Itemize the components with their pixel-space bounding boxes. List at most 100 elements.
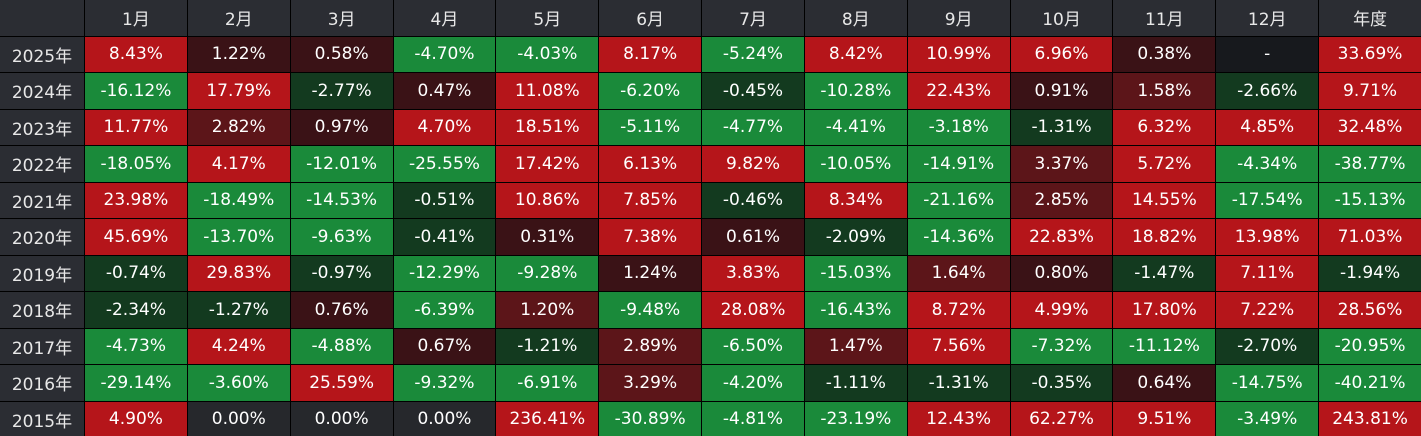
monthly-return-cell[interactable]: 10.99% <box>907 36 1010 72</box>
monthly-return-cell[interactable]: -13.70% <box>187 219 290 255</box>
header-month-10[interactable]: 10月 <box>1010 0 1113 36</box>
monthly-return-cell[interactable]: -1.21% <box>496 328 599 364</box>
monthly-return-cell[interactable]: -10.28% <box>804 73 907 109</box>
monthly-return-cell[interactable]: -14.36% <box>907 219 1010 255</box>
annual-return-cell[interactable]: -20.95% <box>1319 328 1421 364</box>
monthly-return-cell[interactable]: -1.31% <box>1010 109 1113 145</box>
header-month-11[interactable]: 11月 <box>1113 0 1216 36</box>
monthly-return-cell[interactable]: 62.27% <box>1010 401 1113 436</box>
monthly-return-cell[interactable]: -14.75% <box>1216 365 1319 401</box>
monthly-return-cell[interactable]: -1.27% <box>187 292 290 328</box>
monthly-return-cell[interactable]: 0.67% <box>393 328 496 364</box>
header-month-3[interactable]: 3月 <box>290 0 393 36</box>
header-month-5[interactable]: 5月 <box>496 0 599 36</box>
monthly-return-cell[interactable]: 18.51% <box>496 109 599 145</box>
monthly-return-cell[interactable]: -0.51% <box>393 182 496 218</box>
header-month-1[interactable]: 1月 <box>85 0 187 36</box>
monthly-return-cell[interactable]: -9.63% <box>290 219 393 255</box>
monthly-return-cell[interactable]: 0.64% <box>1113 365 1216 401</box>
monthly-return-cell[interactable]: -0.46% <box>702 182 804 218</box>
monthly-return-cell[interactable]: 1.22% <box>187 36 290 72</box>
monthly-return-cell[interactable]: 7.38% <box>599 219 702 255</box>
header-month-8[interactable]: 8月 <box>804 0 907 36</box>
monthly-return-cell[interactable]: -1.47% <box>1113 255 1216 291</box>
monthly-return-cell[interactable]: 11.77% <box>85 109 187 145</box>
monthly-return-cell[interactable]: 0.97% <box>290 109 393 145</box>
annual-return-cell[interactable]: 71.03% <box>1319 219 1421 255</box>
monthly-return-cell[interactable]: 0.31% <box>496 219 599 255</box>
monthly-return-cell[interactable]: 13.98% <box>1216 219 1319 255</box>
monthly-return-cell[interactable]: 4.70% <box>393 109 496 145</box>
monthly-return-cell[interactable]: 8.43% <box>85 36 187 72</box>
annual-return-cell[interactable]: 32.48% <box>1319 109 1421 145</box>
monthly-return-cell[interactable]: 2.85% <box>1010 182 1113 218</box>
monthly-return-cell[interactable]: 23.98% <box>85 182 187 218</box>
monthly-return-cell[interactable]: -4.41% <box>804 109 907 145</box>
monthly-return-cell[interactable]: -7.32% <box>1010 328 1113 364</box>
monthly-return-cell[interactable]: 3.29% <box>599 365 702 401</box>
monthly-return-cell[interactable]: -1.11% <box>804 365 907 401</box>
monthly-return-cell[interactable]: -18.49% <box>187 182 290 218</box>
monthly-return-cell[interactable]: -0.74% <box>85 255 187 291</box>
monthly-return-cell[interactable]: 6.32% <box>1113 109 1216 145</box>
annual-return-cell[interactable]: -1.94% <box>1319 255 1421 291</box>
monthly-return-cell[interactable]: 236.41% <box>496 401 599 436</box>
monthly-return-cell[interactable]: -4.70% <box>393 36 496 72</box>
monthly-return-cell[interactable]: -4.03% <box>496 36 599 72</box>
monthly-return-cell[interactable]: 0.76% <box>290 292 393 328</box>
monthly-return-cell[interactable]: -9.28% <box>496 255 599 291</box>
monthly-return-cell[interactable]: 0.00% <box>187 401 290 436</box>
monthly-return-cell[interactable]: -4.34% <box>1216 146 1319 182</box>
monthly-return-cell[interactable]: 25.59% <box>290 365 393 401</box>
monthly-return-cell[interactable]: - <box>1216 36 1319 72</box>
header-month-4[interactable]: 4月 <box>393 0 496 36</box>
monthly-return-cell[interactable]: 10.86% <box>496 182 599 218</box>
monthly-return-cell[interactable]: -2.09% <box>804 219 907 255</box>
monthly-return-cell[interactable]: -6.39% <box>393 292 496 328</box>
monthly-return-cell[interactable]: 11.08% <box>496 73 599 109</box>
monthly-return-cell[interactable]: -12.29% <box>393 255 496 291</box>
monthly-return-cell[interactable]: -18.05% <box>85 146 187 182</box>
monthly-return-cell[interactable]: -1.31% <box>907 365 1010 401</box>
monthly-return-cell[interactable]: 18.82% <box>1113 219 1216 255</box>
monthly-return-cell[interactable]: 0.61% <box>702 219 804 255</box>
monthly-return-cell[interactable]: -4.88% <box>290 328 393 364</box>
monthly-return-cell[interactable]: 1.64% <box>907 255 1010 291</box>
monthly-return-cell[interactable]: 17.80% <box>1113 292 1216 328</box>
header-annual[interactable]: 年度 <box>1319 0 1421 36</box>
monthly-return-cell[interactable]: -12.01% <box>290 146 393 182</box>
monthly-return-cell[interactable]: -14.91% <box>907 146 1010 182</box>
header-month-6[interactable]: 6月 <box>599 0 702 36</box>
monthly-return-cell[interactable]: 22.43% <box>907 73 1010 109</box>
monthly-return-cell[interactable]: 4.85% <box>1216 109 1319 145</box>
monthly-return-cell[interactable]: 0.58% <box>290 36 393 72</box>
monthly-return-cell[interactable]: -2.70% <box>1216 328 1319 364</box>
monthly-return-cell[interactable]: 1.47% <box>804 328 907 364</box>
monthly-return-cell[interactable]: -9.48% <box>599 292 702 328</box>
monthly-return-cell[interactable]: -21.16% <box>907 182 1010 218</box>
monthly-return-cell[interactable]: 0.38% <box>1113 36 1216 72</box>
monthly-return-cell[interactable]: 7.11% <box>1216 255 1319 291</box>
monthly-return-cell[interactable]: -14.53% <box>290 182 393 218</box>
monthly-return-cell[interactable]: 0.00% <box>290 401 393 436</box>
monthly-return-cell[interactable]: 9.82% <box>702 146 804 182</box>
monthly-return-cell[interactable]: 8.34% <box>804 182 907 218</box>
monthly-return-cell[interactable]: 0.91% <box>1010 73 1113 109</box>
monthly-return-cell[interactable]: 4.24% <box>187 328 290 364</box>
annual-return-cell[interactable]: 9.71% <box>1319 73 1421 109</box>
monthly-return-cell[interactable]: 1.20% <box>496 292 599 328</box>
monthly-return-cell[interactable]: 22.83% <box>1010 219 1113 255</box>
monthly-return-cell[interactable]: -3.60% <box>187 365 290 401</box>
monthly-return-cell[interactable]: -2.66% <box>1216 73 1319 109</box>
monthly-return-cell[interactable]: 17.79% <box>187 73 290 109</box>
monthly-return-cell[interactable]: -6.20% <box>599 73 702 109</box>
monthly-return-cell[interactable]: 6.13% <box>599 146 702 182</box>
monthly-return-cell[interactable]: -4.20% <box>702 365 804 401</box>
monthly-return-cell[interactable]: 2.82% <box>187 109 290 145</box>
annual-return-cell[interactable]: 243.81% <box>1319 401 1421 436</box>
monthly-return-cell[interactable]: -0.97% <box>290 255 393 291</box>
annual-return-cell[interactable]: 28.56% <box>1319 292 1421 328</box>
monthly-return-cell[interactable]: 28.08% <box>702 292 804 328</box>
header-month-9[interactable]: 9月 <box>907 0 1010 36</box>
monthly-return-cell[interactable]: -16.43% <box>804 292 907 328</box>
